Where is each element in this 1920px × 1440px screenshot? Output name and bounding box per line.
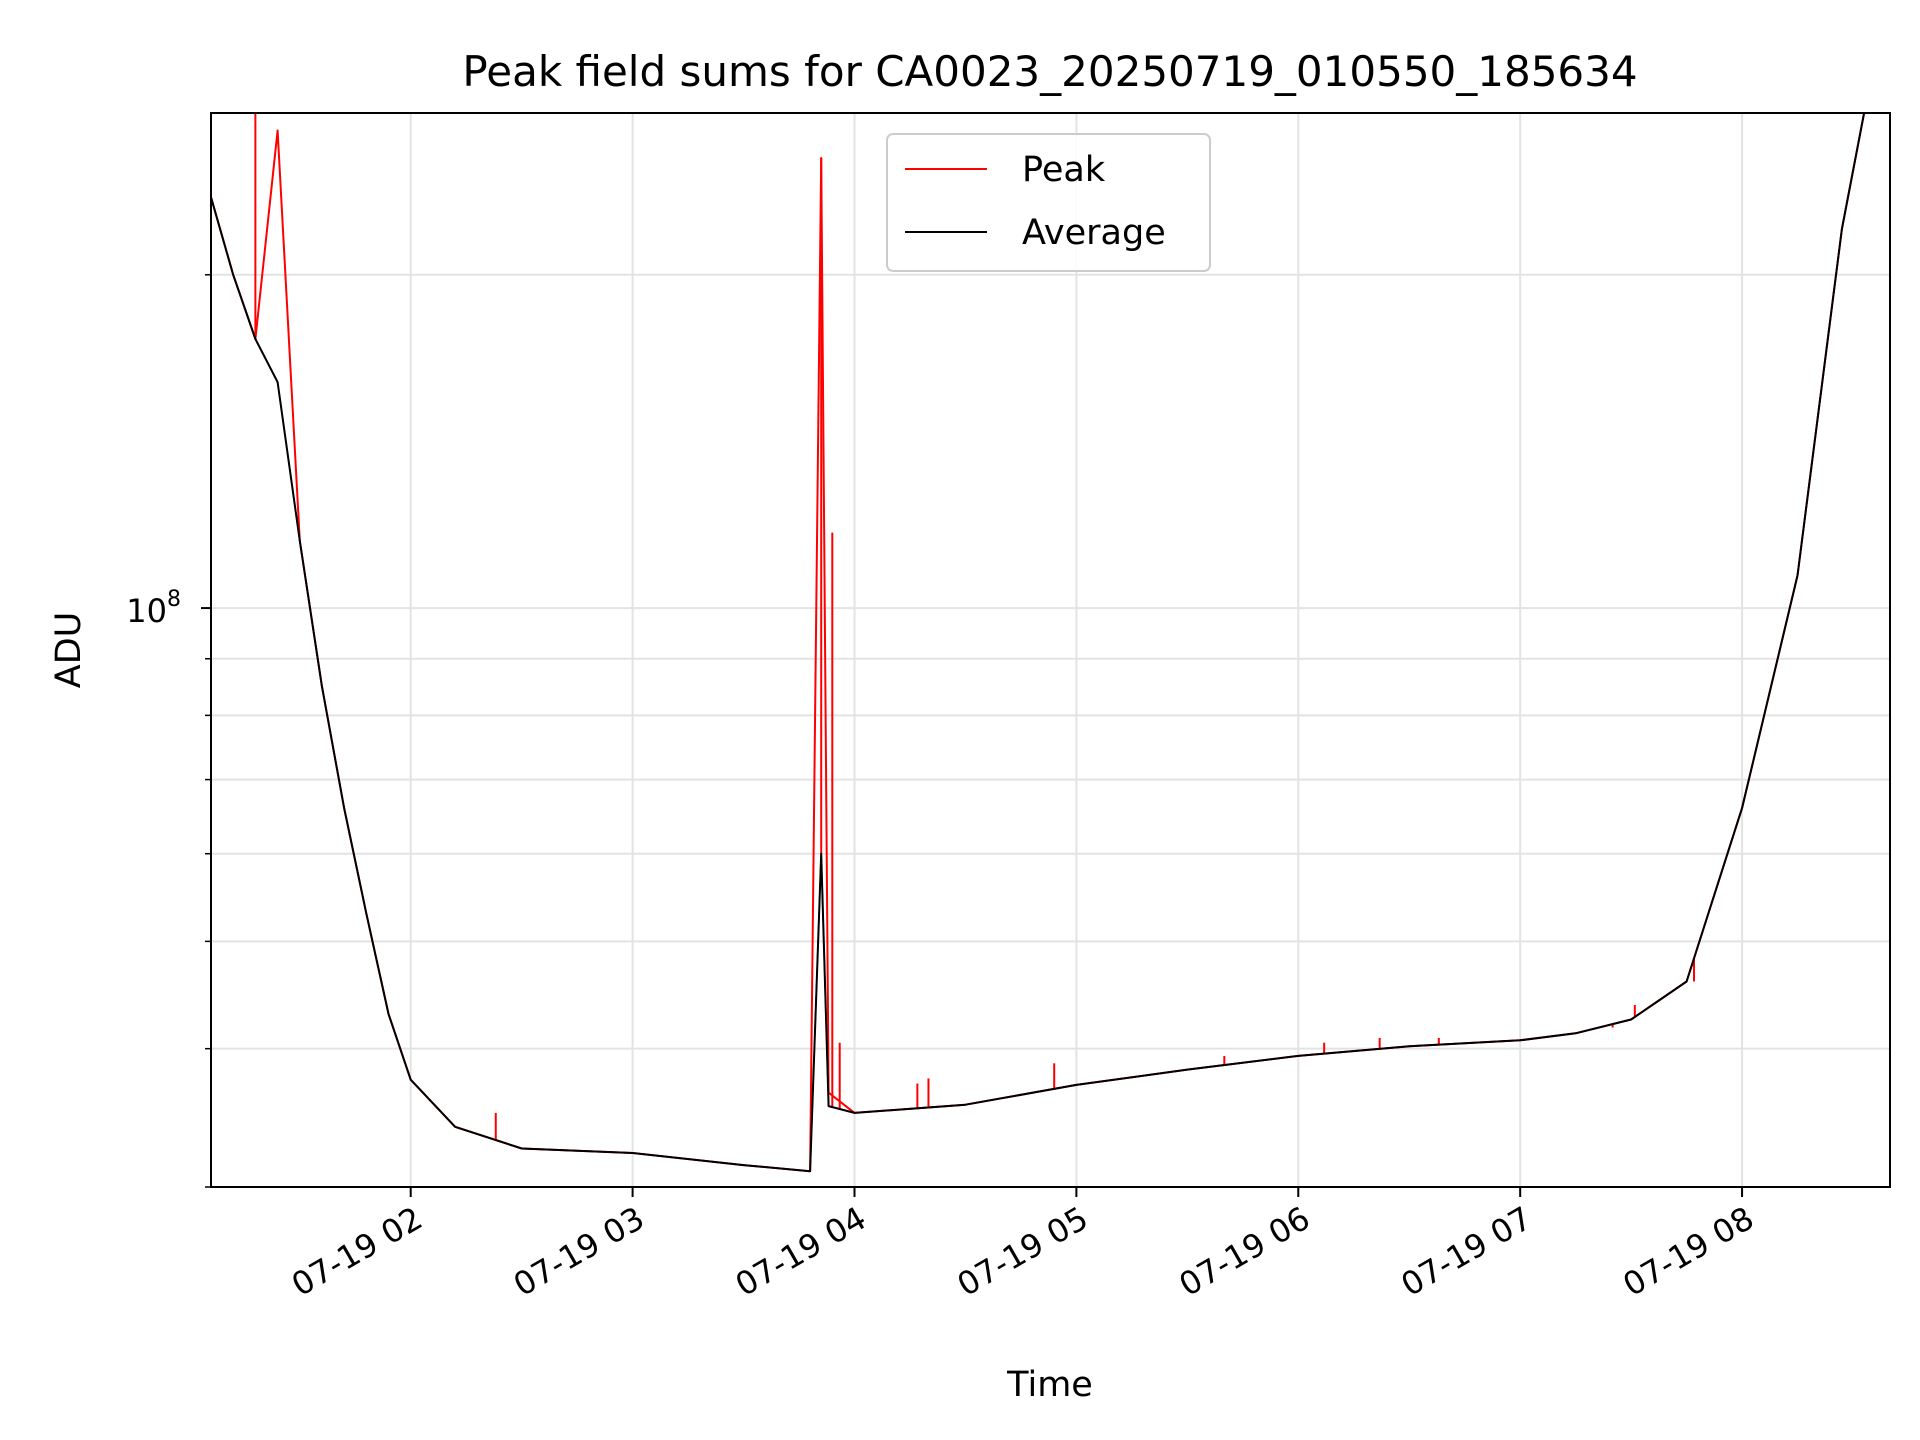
- y-tick-label-exponent: 8: [167, 587, 181, 612]
- y-axis: 10 8: [126, 587, 211, 630]
- chart-title: Peak field sums for CA0023_20250719_0105…: [462, 47, 1637, 96]
- x-axis-label: Time: [1006, 1365, 1093, 1405]
- series-layer: [211, 113, 1890, 1173]
- plot-frame: [210, 112, 1891, 1188]
- legend-label-average: Average: [1022, 213, 1166, 253]
- y-axis-label: ADU: [49, 612, 89, 689]
- series-line-average-overlay: [211, 113, 1890, 1172]
- y-tick-label-base: 10: [126, 592, 167, 630]
- legend-label-peak: Peak: [1022, 150, 1106, 190]
- legend: Peak Average: [886, 133, 1211, 272]
